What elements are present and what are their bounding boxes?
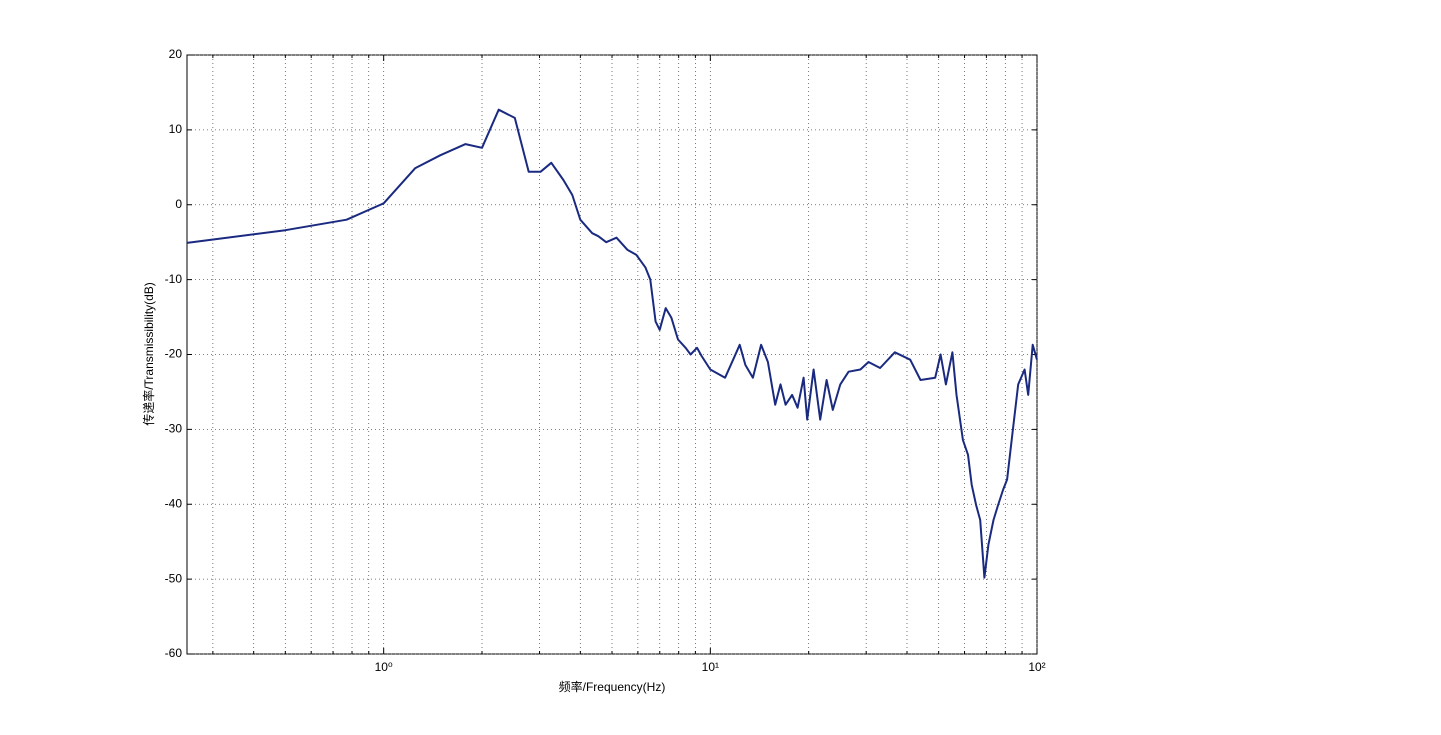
x-tick-label: 10¹ xyxy=(702,660,719,674)
x-tick-label: 10⁰ xyxy=(375,660,393,674)
y-tick-label: -40 xyxy=(165,496,183,510)
y-axis-label: 传递率/Transmissibility(dB) xyxy=(141,282,156,426)
data-line xyxy=(186,108,1038,579)
y-tick-label: -60 xyxy=(165,646,183,660)
y-tick-label: -50 xyxy=(165,571,183,585)
y-tick-label: -20 xyxy=(165,347,183,361)
y-tick-label: 20 xyxy=(169,47,183,61)
x-tick-label: 10² xyxy=(1028,660,1045,674)
y-tick-label: 0 xyxy=(175,197,182,211)
x-axis-label: 频率/Frequency(Hz) xyxy=(559,679,666,694)
y-tick-label: 10 xyxy=(169,122,183,136)
y-tick-label: -10 xyxy=(165,272,183,286)
y-tick-label: -30 xyxy=(165,422,183,436)
